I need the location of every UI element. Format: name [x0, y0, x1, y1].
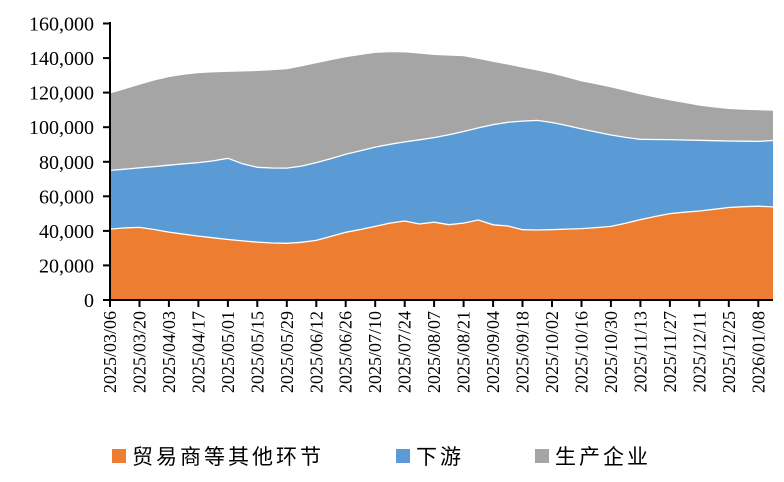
x-tick-label: 2025/10/30 [601, 311, 621, 393]
chart-legend: 贸易商等其他环节 下游 生产企业 [0, 442, 784, 472]
area-band-2 [110, 52, 773, 171]
x-tick-label: 2025/07/10 [365, 311, 385, 393]
legend-swatch-blue [396, 449, 410, 463]
band-separator [109, 119, 774, 172]
y-tick-label: 80,000 [39, 152, 94, 174]
y-tick-label: 20,000 [39, 255, 94, 277]
x-tick-label: 2026/01/08 [748, 311, 768, 393]
x-tick-label: 2025/08/07 [424, 311, 444, 393]
x-tick-label: 2025/12/25 [719, 311, 739, 393]
x-tick-label: 2025/10/16 [572, 311, 592, 393]
x-tick-label: 2025/10/02 [542, 311, 562, 393]
x-tick-label: 2025/03/20 [130, 311, 150, 393]
legend-swatch-orange [112, 449, 126, 463]
legend-swatch-gray [535, 449, 549, 463]
x-tick-label: 2025/03/06 [100, 311, 120, 393]
legend-item-producers: 生产企业 [535, 442, 651, 470]
x-tick-label: 2025/07/24 [395, 311, 415, 393]
x-tick-label: 2025/11/27 [660, 311, 680, 392]
y-tick-label: 100,000 [29, 117, 94, 139]
legend-item-traders: 贸易商等其他环节 [112, 442, 324, 470]
y-tick-label: 140,000 [29, 48, 94, 70]
x-tick-label: 2025/11/13 [630, 311, 650, 392]
band-separator [109, 205, 774, 244]
x-tick-label: 2025/05/29 [277, 311, 297, 393]
x-tick-label: 2025/04/03 [159, 311, 179, 393]
y-tick-label: 120,000 [29, 83, 94, 105]
area-band-0 [110, 206, 773, 300]
x-tick-label: 2025/08/21 [454, 311, 474, 393]
y-tick-label: 0 [84, 290, 94, 312]
x-tick-label: 2025/05/15 [247, 311, 267, 393]
y-tick-label: 60,000 [39, 186, 94, 208]
x-tick-label: 2025/04/17 [188, 311, 208, 393]
x-tick-label: 2025/06/12 [306, 311, 326, 393]
legend-label-traders: 贸易商等其他环节 [132, 445, 324, 469]
x-tick-label: 2025/09/04 [483, 311, 503, 393]
x-tick-label: 2025/12/11 [689, 311, 709, 392]
x-tick-label: 2025/09/18 [513, 311, 533, 393]
legend-item-downstream: 下游 [396, 442, 464, 470]
area-band-1 [110, 120, 773, 244]
legend-label-downstream: 下游 [416, 445, 464, 469]
x-tick-label: 2025/05/01 [218, 311, 238, 393]
x-tick-label: 2025/06/26 [336, 311, 356, 393]
y-tick-label: 160,000 [29, 14, 94, 36]
legend-label-producers: 生产企业 [555, 445, 651, 469]
y-tick-label: 40,000 [39, 221, 94, 243]
